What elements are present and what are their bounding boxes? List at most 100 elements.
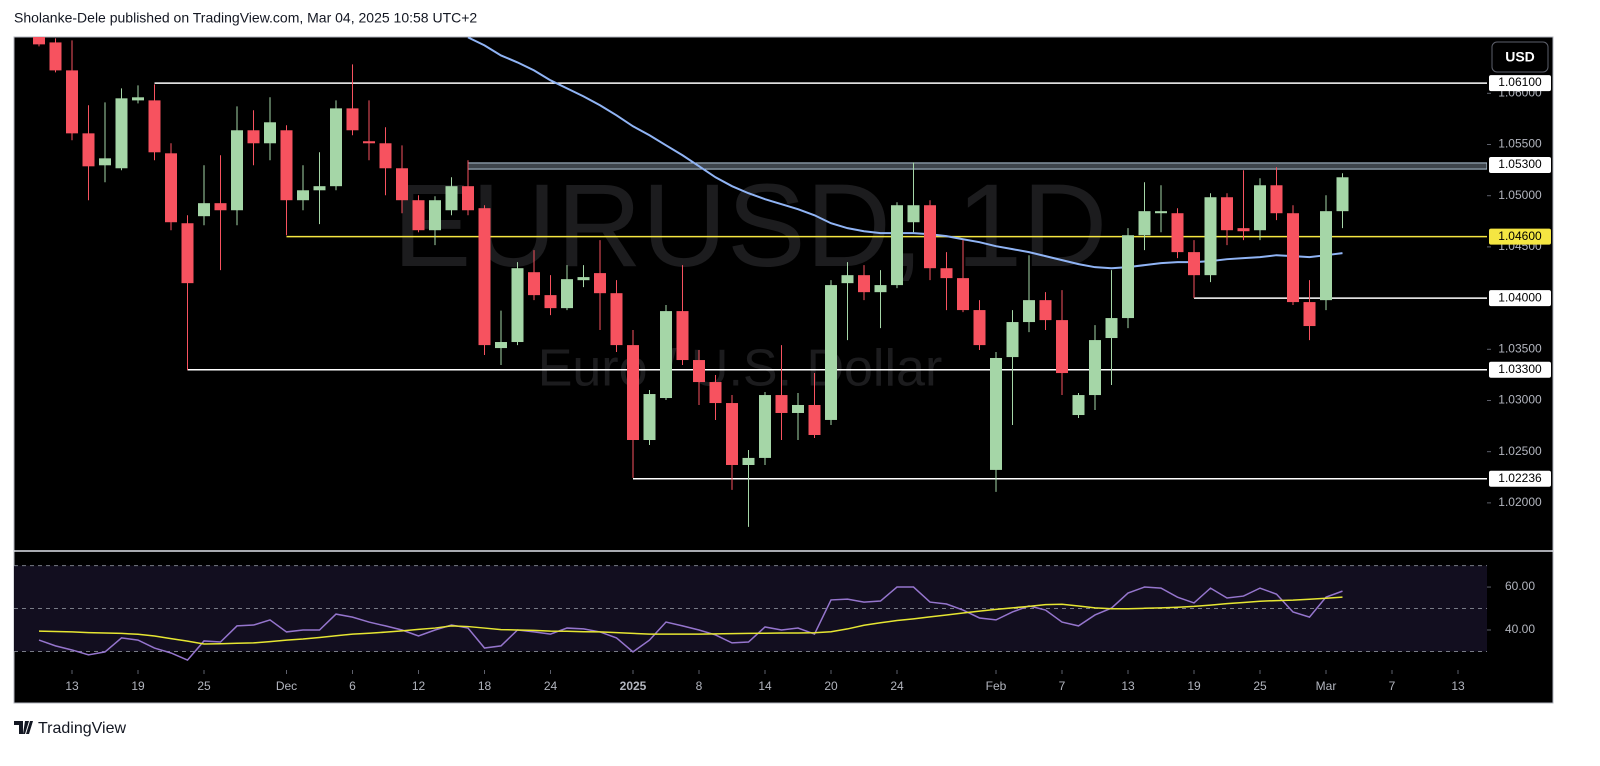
candle-body	[396, 168, 408, 201]
candle-body	[973, 310, 986, 346]
candle-body	[478, 208, 491, 346]
candle-body	[924, 205, 936, 269]
candle-body	[825, 285, 837, 420]
y-tick-label: 1.05000	[1498, 188, 1542, 202]
level-band	[467, 162, 1487, 170]
candle-body	[33, 37, 45, 45]
candle-body	[115, 98, 128, 169]
rsi-tick-label: 60.00	[1505, 579, 1535, 593]
candle-body	[1254, 185, 1266, 231]
candle-body	[775, 395, 788, 413]
y-tick-label: 1.03000	[1498, 393, 1542, 407]
candle-body	[1270, 185, 1283, 214]
candle-body	[594, 273, 606, 294]
rsi-plot: 60.00 40.00	[14, 565, 1535, 661]
candle-body	[495, 342, 507, 349]
candle-body	[676, 311, 689, 361]
x-tick-label: 24	[890, 679, 904, 693]
candle-body	[99, 158, 111, 166]
candle-body	[1237, 228, 1250, 232]
candle-body	[1138, 211, 1151, 236]
level-label: 1.03300	[1498, 362, 1542, 376]
x-tick-label: 25	[1253, 679, 1267, 693]
level-label: 1.04000	[1498, 290, 1542, 304]
candle-body	[462, 186, 474, 211]
candle-body	[132, 97, 144, 101]
candle-body	[379, 143, 392, 169]
y-tick-label: 1.05500	[1498, 137, 1542, 151]
candle-body	[1320, 211, 1332, 301]
rsi-clip-group	[14, 565, 1487, 661]
x-tick-label: 13	[1451, 679, 1465, 693]
candle-body	[313, 186, 326, 191]
x-tick-label: 7	[1059, 679, 1066, 693]
x-tick-label: 12	[412, 679, 426, 693]
candle-body	[66, 70, 78, 134]
candle-body	[1039, 300, 1052, 321]
x-tick-label: 24	[544, 679, 558, 693]
candle-body	[660, 311, 672, 399]
x-tick-label: 25	[197, 679, 211, 693]
candle-body	[907, 205, 920, 223]
x-tick-label: 8	[696, 679, 703, 693]
candle-body	[148, 100, 161, 153]
candle-body	[181, 223, 194, 284]
rsi-average-line	[38, 596, 1343, 645]
currency-button[interactable]	[1491, 41, 1549, 73]
x-tick-label: Feb	[986, 679, 1007, 693]
level-label: 1.06100	[1498, 75, 1542, 89]
level-label-box	[1489, 470, 1551, 487]
candle-body	[49, 42, 62, 71]
candle-body	[1188, 252, 1200, 276]
candle-body	[1006, 322, 1019, 358]
price-axis: 1.020001.025001.030001.035001.045001.050…	[1487, 75, 1551, 509]
x-tick-label: 14	[758, 679, 772, 693]
candle-body	[1023, 300, 1035, 323]
y-tick-label: 1.02000	[1498, 495, 1542, 509]
candle-body	[726, 403, 738, 465]
publish-header: Sholanke-Dele published on TradingView.c…	[14, 10, 477, 26]
candle-body	[214, 203, 227, 211]
candle-body	[1171, 213, 1184, 253]
candle-body	[165, 153, 177, 223]
candle-body	[709, 382, 722, 404]
level-label-box	[1489, 75, 1551, 92]
candle-body	[858, 275, 870, 293]
x-tick-label: Mar	[1316, 679, 1337, 693]
candle-body	[1303, 302, 1316, 327]
candle-body	[874, 285, 887, 293]
level-label-box	[1489, 290, 1551, 307]
x-tick-label: 20	[824, 679, 838, 693]
currency-label: USD	[1505, 49, 1535, 65]
tradingview-logo: TradingView	[14, 720, 126, 737]
level-label-box	[1489, 361, 1551, 378]
candle-body	[544, 295, 557, 309]
candle-body	[231, 130, 243, 211]
candle-body	[297, 190, 309, 201]
level-label: 1.04600	[1498, 229, 1542, 243]
candle-body	[1204, 197, 1217, 276]
description-watermark: Euro / U.S. Dollar	[538, 340, 943, 398]
candle-body	[247, 130, 260, 144]
candle-body	[429, 200, 441, 231]
candle-body	[363, 141, 375, 144]
candle-body	[841, 275, 854, 284]
candle-body	[1221, 197, 1233, 231]
candle-body	[280, 130, 293, 201]
candle-body	[264, 122, 276, 144]
x-tick-label: 19	[1187, 679, 1201, 693]
price-plot	[33, 37, 1487, 527]
candle-body	[792, 404, 804, 413]
level-label: 1.02236	[1498, 471, 1542, 485]
level-label-box	[1489, 228, 1551, 245]
candle-body	[346, 108, 359, 131]
y-tick-label: 1.03500	[1498, 341, 1542, 355]
candle-body	[82, 133, 95, 167]
level-label-box	[1489, 156, 1551, 173]
candle-body	[198, 203, 210, 217]
candle-body	[577, 277, 590, 281]
x-tick-label: 19	[131, 679, 145, 693]
symbol-watermark: EURUSD, 1D	[393, 160, 1108, 292]
